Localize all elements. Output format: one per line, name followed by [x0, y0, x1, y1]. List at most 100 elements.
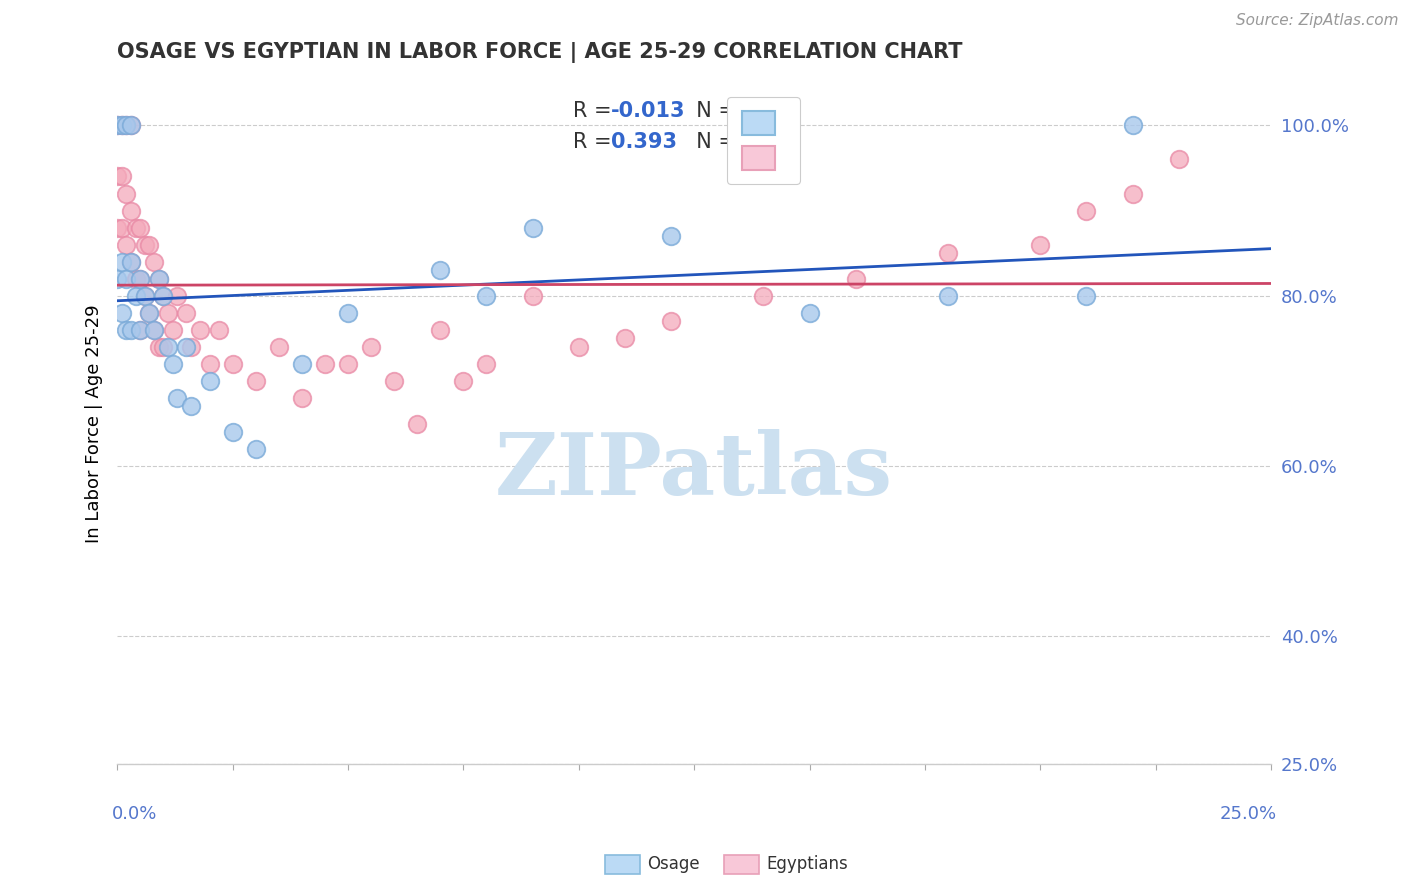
Text: Osage: Osage: [647, 855, 699, 873]
Point: [162, 357, 184, 371]
Point: [1029, 237, 1052, 252]
Point: [143, 323, 166, 337]
Point: [152, 289, 174, 303]
Text: 0.393: 0.393: [612, 131, 678, 152]
Point: [198, 374, 221, 388]
Point: [314, 357, 336, 371]
Point: [143, 323, 166, 337]
Point: [152, 289, 174, 303]
Point: [475, 357, 498, 371]
Point: [115, 119, 138, 133]
Text: Egyptians: Egyptians: [766, 855, 848, 873]
Point: [221, 425, 243, 439]
Text: ZIPatlas: ZIPatlas: [495, 429, 893, 513]
Point: [936, 289, 959, 303]
Point: [105, 169, 128, 184]
Point: [115, 119, 138, 133]
Point: [180, 340, 202, 354]
Point: [148, 340, 170, 354]
Point: [129, 220, 152, 235]
Point: [568, 340, 591, 354]
Point: [115, 271, 138, 285]
Point: [429, 323, 451, 337]
Point: [267, 340, 290, 354]
Text: 25.0%: 25.0%: [1220, 805, 1277, 823]
Point: [124, 220, 146, 235]
Point: [111, 220, 134, 235]
Text: OSAGE VS EGYPTIAN IN LABOR FORCE | AGE 25-29 CORRELATION CHART: OSAGE VS EGYPTIAN IN LABOR FORCE | AGE 2…: [117, 42, 963, 62]
Point: [360, 340, 382, 354]
Point: [115, 237, 138, 252]
Point: [336, 306, 359, 320]
Point: [124, 271, 146, 285]
Point: [522, 220, 544, 235]
Point: [120, 323, 142, 337]
Point: [176, 306, 198, 320]
Point: [336, 357, 359, 371]
Point: [152, 340, 174, 354]
Text: Source: ZipAtlas.com: Source: ZipAtlas.com: [1236, 13, 1399, 29]
Point: [475, 289, 498, 303]
Point: [1122, 119, 1144, 133]
Point: [120, 119, 142, 133]
Legend: , : ,: [727, 96, 800, 185]
Point: [138, 306, 160, 320]
Point: [453, 374, 475, 388]
Point: [148, 271, 170, 285]
Point: [143, 254, 166, 268]
Point: [799, 306, 821, 320]
Point: [129, 323, 152, 337]
Point: [221, 357, 243, 371]
Text: R =: R =: [574, 101, 619, 120]
Point: [291, 357, 314, 371]
Point: [111, 119, 134, 133]
Point: [245, 374, 267, 388]
Point: [124, 289, 146, 303]
Point: [936, 246, 959, 260]
Point: [129, 271, 152, 285]
Text: 37: 37: [733, 101, 761, 120]
Point: [111, 254, 134, 268]
Point: [180, 400, 202, 414]
Point: [522, 289, 544, 303]
Point: [120, 254, 142, 268]
Point: [105, 119, 128, 133]
Point: [115, 186, 138, 201]
Point: [752, 289, 775, 303]
Point: [659, 229, 682, 244]
Point: [291, 391, 314, 405]
Point: [208, 323, 231, 337]
Point: [129, 271, 152, 285]
Text: -0.013: -0.013: [612, 101, 686, 120]
Point: [406, 417, 429, 431]
Point: [105, 220, 128, 235]
Point: [1122, 186, 1144, 201]
Text: N =: N =: [682, 131, 742, 152]
Point: [166, 289, 188, 303]
Point: [120, 254, 142, 268]
Point: [134, 237, 156, 252]
Point: [120, 119, 142, 133]
Point: [138, 237, 160, 252]
Point: [120, 203, 142, 218]
Point: [1076, 289, 1098, 303]
Point: [115, 323, 138, 337]
Y-axis label: In Labor Force | Age 25-29: In Labor Force | Age 25-29: [86, 304, 103, 543]
Point: [162, 323, 184, 337]
Point: [1167, 153, 1189, 167]
Point: [111, 119, 134, 133]
Text: 0.0%: 0.0%: [111, 805, 157, 823]
Point: [111, 169, 134, 184]
Point: [382, 374, 405, 388]
Text: R =: R =: [574, 131, 624, 152]
Point: [156, 306, 179, 320]
Point: [148, 271, 170, 285]
Point: [138, 306, 160, 320]
Point: [245, 442, 267, 456]
Point: [105, 119, 128, 133]
Point: [156, 340, 179, 354]
Text: 58: 58: [733, 131, 761, 152]
Point: [134, 289, 156, 303]
Point: [129, 323, 152, 337]
Point: [105, 271, 128, 285]
